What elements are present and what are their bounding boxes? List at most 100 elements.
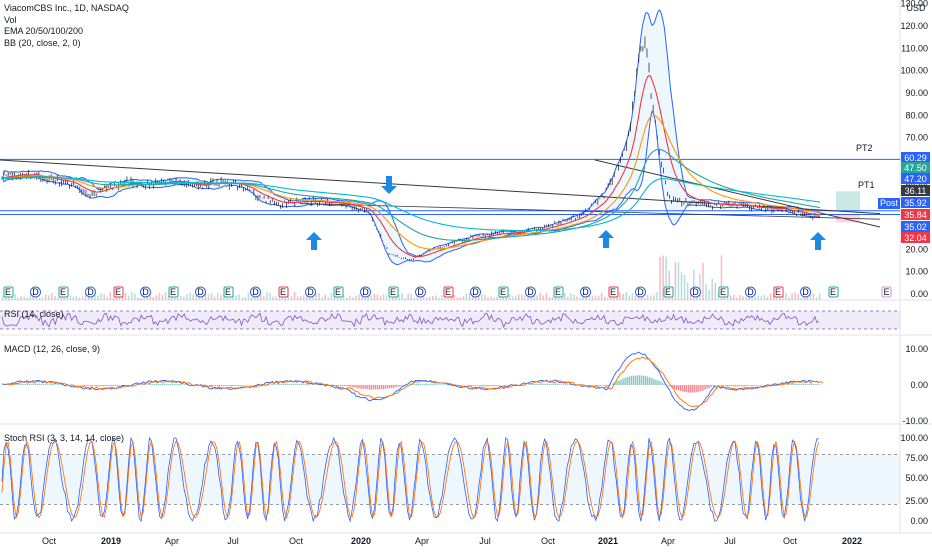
volume-bar	[426, 297, 428, 300]
stoch-pane-label[interactable]: Stoch RSI (3, 3, 14, 14, close)	[4, 433, 124, 443]
macd-axis-tick: 0.00	[910, 380, 928, 390]
price-candles	[2, 36, 819, 260]
volume-bar	[629, 295, 631, 300]
volume-bar	[401, 293, 403, 300]
macd-histogram-bar	[364, 385, 365, 389]
volume-bar	[595, 295, 597, 300]
macd-histogram-bar	[45, 384, 46, 385]
macd-histogram-bar	[567, 384, 568, 385]
stoch-axis-tick: 0.00	[910, 516, 928, 526]
macd-histogram-bar	[276, 384, 277, 385]
legend-bollinger[interactable]: BB (20, close, 2, 0)	[4, 38, 129, 50]
macd-histogram-bar	[817, 384, 818, 385]
macd-histogram-bar	[799, 384, 800, 385]
volume-bar	[260, 294, 262, 300]
macd-histogram-bar	[176, 384, 177, 385]
macd-histogram-bar	[637, 375, 638, 385]
macd-histogram-bar	[397, 385, 398, 387]
volume-bar	[487, 297, 489, 300]
volume-bar	[272, 297, 274, 300]
macd-histogram-bar	[538, 384, 539, 385]
macd-histogram-bar	[545, 384, 546, 385]
volume-bar	[358, 294, 360, 300]
macd-histogram-bar	[753, 385, 754, 386]
earnings-marker-label: E	[115, 287, 121, 297]
legend-volume[interactable]: Vol	[4, 15, 129, 27]
up-arrow-2019	[306, 232, 322, 250]
macd-histogram-bar	[733, 385, 734, 386]
macd-histogram-bar	[344, 385, 345, 386]
volume-bar	[432, 296, 434, 300]
macd-histogram-bar	[803, 384, 804, 385]
macd-histogram-bar	[641, 376, 642, 385]
volume-bar	[214, 297, 216, 300]
volume-bar	[656, 292, 658, 300]
macd-histogram-bar	[244, 385, 245, 386]
earnings-marker-label: E	[610, 287, 616, 297]
volume-bar	[536, 296, 538, 300]
stoch-axis-tick: 50.00	[905, 473, 928, 483]
macd-histogram-bar	[168, 384, 169, 385]
volume-bar	[208, 294, 210, 300]
volume-bar	[152, 297, 154, 300]
earnings-marker-label: E	[500, 287, 506, 297]
macd-histogram-bar	[547, 384, 548, 385]
volume-bar	[180, 295, 182, 300]
volume-bar	[162, 295, 164, 300]
macd-pane-label[interactable]: MACD (12, 26, close, 9)	[4, 344, 100, 354]
time-axis-label: Oct	[541, 536, 556, 546]
volume-bar	[589, 296, 591, 300]
volume-bar	[570, 293, 572, 300]
price-tag: 35.84	[904, 210, 927, 220]
macd-histogram-bar	[233, 385, 234, 386]
volume-bar	[300, 296, 302, 300]
rsi-pane-label[interactable]: RSI (14, close)	[4, 309, 64, 319]
macd-histogram-bar	[477, 385, 478, 386]
macd-histogram-bar	[661, 382, 662, 385]
time-axis-label: 2022	[842, 536, 862, 546]
volume-bar	[463, 296, 465, 300]
macd-histogram-bar	[41, 384, 42, 385]
volume-bar	[754, 297, 756, 300]
volume-bar	[619, 293, 621, 300]
volume-bar	[312, 297, 314, 300]
time-axis-label: 2020	[351, 536, 371, 546]
earnings-marker-label: E	[5, 287, 11, 297]
volume-bar	[27, 298, 29, 300]
volume-bar	[484, 295, 486, 300]
macd-histogram-bar	[80, 385, 81, 386]
macd-histogram-bar	[815, 384, 816, 385]
macd-histogram-bar	[444, 384, 445, 385]
macd-histogram-bar	[348, 385, 349, 386]
price-axis-tick: 0.00	[910, 289, 928, 299]
volume-bar	[183, 297, 185, 300]
volume-bar	[539, 293, 541, 300]
legend-ema[interactable]: EMA 20/50/100/200	[4, 26, 129, 38]
volume-bar	[678, 262, 680, 300]
legend-title[interactable]: ViacomCBS Inc., 1D, NASDAQ	[4, 3, 129, 15]
volume-bar	[711, 279, 713, 300]
volume-bar	[650, 296, 652, 300]
macd-histogram-bar	[727, 385, 728, 386]
volume-bar	[785, 293, 787, 300]
macd-histogram-bar	[436, 384, 437, 385]
macd-histogram-bar	[624, 378, 625, 385]
macd-histogram-bar	[561, 384, 562, 385]
volume-bar	[389, 298, 391, 300]
volume-bar	[598, 296, 600, 300]
macd-histogram-bar	[422, 384, 423, 385]
volume-bar	[364, 298, 366, 300]
macd-histogram-bar	[94, 385, 95, 386]
ema100-line	[2, 149, 820, 240]
stoch-axis-tick: 25.00	[905, 496, 928, 506]
macd-histogram-bar	[723, 385, 724, 386]
macd-histogram-bar	[338, 385, 339, 386]
macd-histogram-bar	[563, 384, 564, 385]
macd-histogram-bar	[758, 385, 759, 386]
volume-bar	[100, 293, 102, 300]
macd-histogram-bar	[43, 384, 44, 385]
volume-bar	[42, 297, 44, 300]
volume-bar	[189, 292, 191, 300]
